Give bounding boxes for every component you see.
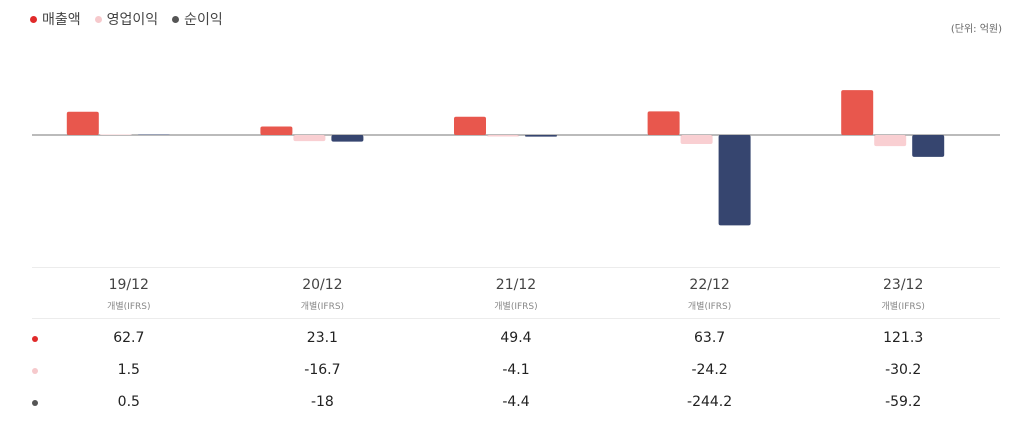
table-cell: -18: [310, 394, 334, 410]
data-table: 19/12 개별(IFRS) 20/12 개별(IFRS) 21/12 개별(IFRS) 2…: [32, 267, 1000, 418]
table-cell: -24.2: [691, 362, 728, 378]
bar-net-income-19-12[interactable]: [137, 134, 170, 136]
bar-group: [66, 90, 945, 226]
table-cell: 63.7: [694, 330, 726, 346]
operating-profit-dot-icon: [94, 15, 102, 23]
table-cell: 49.4: [500, 330, 532, 346]
table-cell: -4.1: [502, 362, 530, 378]
net-income-row-dot-icon: [32, 400, 38, 406]
table-cell: 0.5: [117, 394, 140, 410]
bar-net-income-21-12[interactable]: [525, 135, 557, 137]
basis-label: 개별(IFRS): [494, 302, 538, 312]
bar-revenue-19-12[interactable]: [66, 111, 99, 135]
bar-revenue-22-12[interactable]: [647, 111, 680, 135]
table-cell: 121.3: [883, 330, 924, 346]
table-header-row: 19/12 개별(IFRS) 20/12 개별(IFRS) 21/12 개별(IFRS) 2…: [32, 267, 1000, 319]
period-label: 23/12: [883, 277, 924, 293]
legend-item-net-income[interactable]: 순이익: [172, 9, 223, 29]
period-label: 19/12: [108, 277, 149, 293]
legend-item-revenue[interactable]: 매출액: [30, 9, 81, 29]
period-label: 21/12: [495, 277, 537, 293]
legend-label-revenue: 매출액: [42, 12, 81, 28]
table-cell: 1.5: [117, 362, 140, 378]
revenue-dot-icon: [30, 15, 37, 23]
bar-revenue-23-12[interactable]: [841, 90, 874, 135]
table-cell: -59.2: [885, 394, 922, 410]
table-cell: -244.2: [687, 394, 733, 410]
net-income-dot-icon: [172, 15, 180, 23]
bar-net-income-20-12[interactable]: [331, 135, 364, 142]
unit-label: (단위: 억원): [950, 24, 1002, 35]
basis-label: 개별(IFRS): [687, 302, 732, 312]
basis-label: 개별(IFRS): [881, 302, 925, 312]
legend-item-operating-profit[interactable]: 영업이익: [94, 9, 159, 29]
bar-operating-profit-19-12[interactable]: [99, 134, 132, 135]
period-label: 22/12: [689, 277, 730, 293]
bar-operating-profit-20-12[interactable]: [293, 135, 326, 142]
basis-label: 개별(IFRS): [107, 302, 151, 312]
operating-profit-row-dot-icon: [32, 368, 38, 374]
bar-revenue-21-12[interactable]: [454, 116, 486, 135]
table-cell: 23.1: [306, 330, 338, 346]
period-label: 20/12: [302, 277, 343, 293]
table-cell: -16.7: [304, 362, 341, 378]
table-cell: -30.2: [885, 362, 922, 378]
bar-net-income-23-12[interactable]: [912, 135, 945, 157]
bar-operating-profit-23-12[interactable]: [874, 135, 907, 147]
table-cell: -4.4: [502, 394, 530, 410]
table-row-revenue: 62.7 23.1 49.4 63.7 121.3: [32, 322, 1000, 354]
revenue-row-dot-icon: [32, 336, 38, 342]
table-cell: 62.7: [113, 330, 145, 346]
table-row-net-income: 0.5 -18 -4.4 -244.2 -59.2: [32, 386, 1000, 418]
bar-revenue-20-12[interactable]: [260, 126, 293, 135]
legend-label-net-income: 순이익: [184, 12, 223, 28]
chart-legend: 매출액 영업이익 순이익: [30, 9, 223, 29]
legend-label-operating-profit: 영업이익: [106, 12, 159, 28]
basis-label: 개별(IFRS): [300, 302, 345, 312]
bar-operating-profit-22-12[interactable]: [680, 135, 713, 144]
bar-operating-profit-21-12[interactable]: [487, 135, 519, 137]
bar-net-income-22-12[interactable]: [718, 135, 751, 226]
table-row-operating-profit: 1.5 -16.7 -4.1 -24.2 -30.2: [32, 354, 1000, 386]
bar-chart: [32, 90, 1000, 226]
